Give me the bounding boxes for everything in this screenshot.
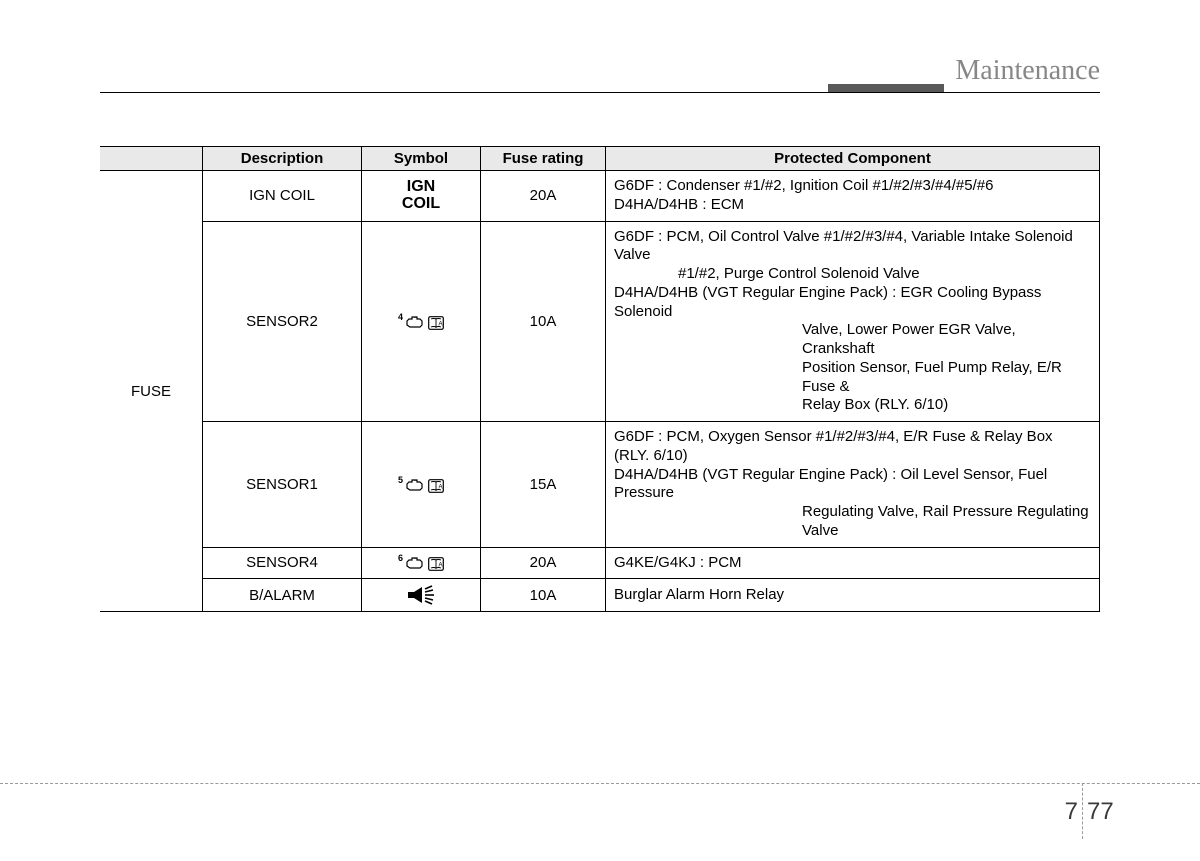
table-row: FUSEIGN COILIGNCOIL20AG6DF : Condenser #… — [100, 171, 1100, 222]
col-description: Description — [203, 147, 362, 171]
description-cell: SENSOR1 — [203, 422, 362, 548]
protected-line: G6DF : PCM, Oil Control Valve #1/#2/#3/#… — [614, 228, 1091, 266]
protected-component-cell: G6DF : PCM, Oxygen Sensor #1/#2/#3/#4, E… — [606, 422, 1100, 548]
fuse-rating-cell: 15A — [481, 422, 606, 548]
engine-book-icon: 6 A — [398, 557, 444, 571]
document-page: Maintenance Description Symbol Fuse rati… — [0, 0, 1200, 861]
group-cell: FUSE — [100, 171, 203, 612]
protected-line: G6DF : PCM, Oxygen Sensor #1/#2/#3/#4, E… — [614, 428, 1091, 466]
protected-line: Burglar Alarm Horn Relay — [614, 586, 1091, 605]
footer-dash-vertical — [1082, 783, 1083, 839]
col-symbol: Symbol — [362, 147, 481, 171]
protected-line: #1/#2, Purge Control Solenoid Valve — [614, 265, 1091, 284]
symbol-cell — [362, 579, 481, 612]
description-cell: B/ALARM — [203, 579, 362, 612]
footer-dash-rule — [0, 783, 1200, 784]
table-row: SENSOR4 6 A 20A G4KE/G4KJ : PCM — [100, 547, 1100, 579]
table-row: B/ALARM 10A Burglar Alarm Horn Relay — [100, 579, 1100, 612]
protected-component-cell: G6DF : PCM, Oil Control Valve #1/#2/#3/#… — [606, 221, 1100, 422]
protected-line: D4HA/D4HB (VGT Regular Engine Pack) : Oi… — [614, 466, 1091, 504]
section-title: Maintenance — [950, 55, 1100, 87]
protected-component-cell: Burglar Alarm Horn Relay — [606, 579, 1100, 612]
col-fuse-rating: Fuse rating — [481, 147, 606, 171]
svg-text:A: A — [439, 321, 443, 327]
description-cell: IGN COIL — [203, 171, 362, 222]
protected-component-cell: G4KE/G4KJ : PCM — [606, 547, 1100, 579]
protected-line: D4HA/D4HB (VGT Regular Engine Pack) : EG… — [614, 284, 1091, 322]
svg-text:A: A — [439, 484, 443, 490]
engine-book-icon: 4 A — [398, 316, 444, 330]
symbol-cell: IGNCOIL — [362, 171, 481, 222]
description-cell: SENSOR2 — [203, 221, 362, 422]
table-row: SENSOR2 4 A 10AG6DF : PCM, Oil Control V… — [100, 221, 1100, 422]
fuse-table: Description Symbol Fuse rating Protected… — [100, 146, 1100, 612]
header-rule — [100, 92, 1100, 93]
horn-icon — [406, 586, 436, 603]
fuse-rating-cell: 20A — [481, 547, 606, 579]
symbol-text: IGNCOIL — [370, 179, 472, 213]
page-number: 77 — [1087, 798, 1114, 826]
protected-line: Position Sensor, Fuel Pump Relay, E/R Fu… — [614, 359, 1091, 397]
col-protected-component: Protected Component — [606, 147, 1100, 171]
symbol-cell: 5 A — [362, 422, 481, 548]
protected-line: Relay Box (RLY. 6/10) — [614, 396, 1091, 415]
description-cell: SENSOR4 — [203, 547, 362, 579]
symbol-cell: 4 A — [362, 221, 481, 422]
protected-line: G6DF : Condenser #1/#2, Ignition Coil #1… — [614, 177, 1091, 196]
fuse-rating-cell: 10A — [481, 221, 606, 422]
protected-line: D4HA/D4HB : ECM — [614, 196, 1091, 215]
protected-line: Valve, Lower Power EGR Valve, Crankshaft — [614, 321, 1091, 359]
protected-line: G4KE/G4KJ : PCM — [614, 554, 1091, 573]
engine-book-icon: 5 A — [398, 479, 444, 493]
table-header-row: Description Symbol Fuse rating Protected… — [100, 147, 1100, 171]
header-accent-bar — [828, 84, 944, 92]
table-body: FUSEIGN COILIGNCOIL 20A G6DF : Condenser #… — [100, 171, 1100, 612]
protected-line: Regulating Valve, Rail Pressure Regulati… — [614, 503, 1091, 541]
chapter-number: 7 — [1060, 798, 1078, 826]
fuse-rating-cell: 20A — [481, 171, 606, 222]
symbol-cell: 6 A — [362, 547, 481, 579]
fuse-rating-cell: 10A — [481, 579, 606, 612]
protected-component-cell: G6DF : Condenser #1/#2, Ignition Coil #1… — [606, 171, 1100, 222]
table-row: SENSOR1 5 A 15AG6DF : PCM, Oxygen Sensor… — [100, 422, 1100, 548]
svg-text:A: A — [439, 563, 443, 569]
